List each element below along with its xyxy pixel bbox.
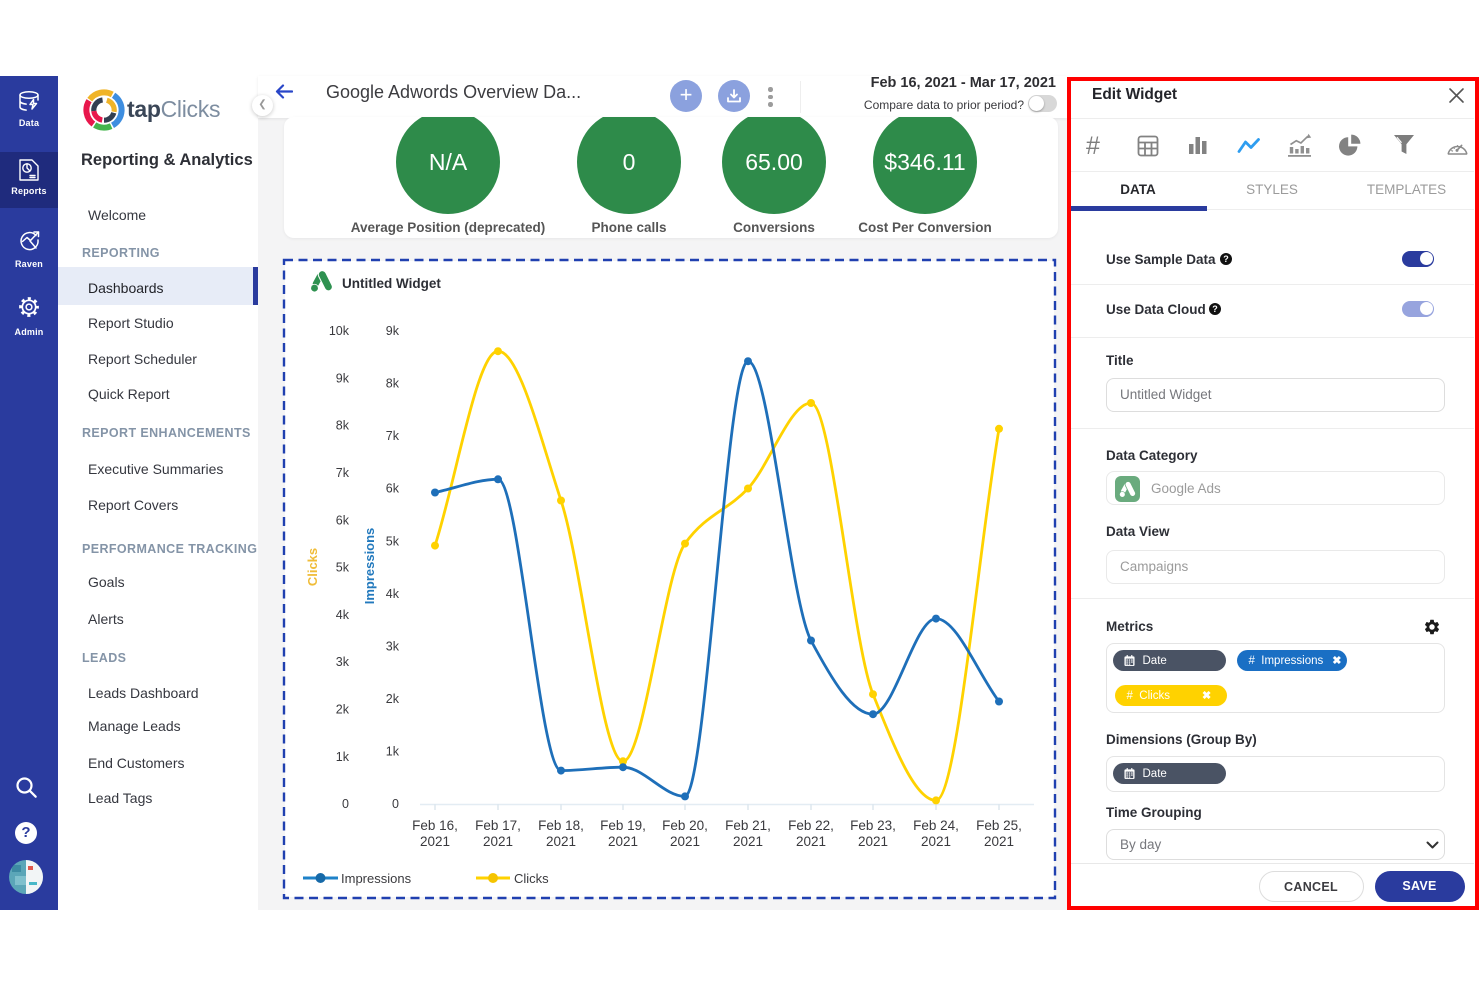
svg-text:Feb 16,: Feb 16, <box>412 818 458 833</box>
svg-text:2021: 2021 <box>420 834 450 849</box>
svg-text:Feb 25,: Feb 25, <box>976 818 1022 833</box>
svg-text:2021: 2021 <box>796 834 826 849</box>
svg-text:9k: 9k <box>386 324 400 338</box>
svg-text:2021: 2021 <box>858 834 888 849</box>
svg-text:5k: 5k <box>336 561 350 575</box>
svg-text:Feb 20,: Feb 20, <box>662 818 708 833</box>
svg-text:9k: 9k <box>336 371 350 385</box>
svg-text:7k: 7k <box>386 429 400 443</box>
svg-text:Feb 24,: Feb 24, <box>913 818 959 833</box>
svg-text:2021: 2021 <box>483 834 513 849</box>
svg-text:8k: 8k <box>386 377 400 391</box>
svg-text:1k: 1k <box>386 745 400 759</box>
svg-text:2021: 2021 <box>733 834 763 849</box>
svg-text:Feb 21,: Feb 21, <box>725 818 771 833</box>
svg-text:3k: 3k <box>386 639 400 653</box>
svg-text:Impressions: Impressions <box>362 528 377 605</box>
svg-text:Feb 18,: Feb 18, <box>538 818 584 833</box>
svg-text:6k: 6k <box>386 482 400 496</box>
svg-text:Clicks: Clicks <box>514 871 549 886</box>
svg-text:3k: 3k <box>336 655 350 669</box>
svg-text:1k: 1k <box>336 750 350 764</box>
svg-text:4k: 4k <box>386 587 400 601</box>
svg-text:2021: 2021 <box>670 834 700 849</box>
svg-text:8k: 8k <box>336 419 350 433</box>
svg-text:2021: 2021 <box>921 834 951 849</box>
svg-text:Impressions: Impressions <box>341 871 412 886</box>
svg-text:2021: 2021 <box>608 834 638 849</box>
svg-text:Clicks: Clicks <box>305 548 320 586</box>
svg-text:2k: 2k <box>386 692 400 706</box>
svg-text:2021: 2021 <box>546 834 576 849</box>
svg-text:2k: 2k <box>336 703 350 717</box>
svg-text:0: 0 <box>392 797 399 811</box>
svg-text:2021: 2021 <box>984 834 1014 849</box>
svg-text:Feb 22,: Feb 22, <box>788 818 834 833</box>
svg-text:6k: 6k <box>336 513 350 527</box>
svg-text:7k: 7k <box>336 466 350 480</box>
svg-text:Feb 23,: Feb 23, <box>850 818 896 833</box>
svg-text:Feb 19,: Feb 19, <box>600 818 646 833</box>
svg-text:5k: 5k <box>386 534 400 548</box>
svg-text:4k: 4k <box>336 608 350 622</box>
svg-text:Feb 17,: Feb 17, <box>475 818 521 833</box>
svg-text:10k: 10k <box>329 324 350 338</box>
svg-text:0: 0 <box>342 797 349 811</box>
